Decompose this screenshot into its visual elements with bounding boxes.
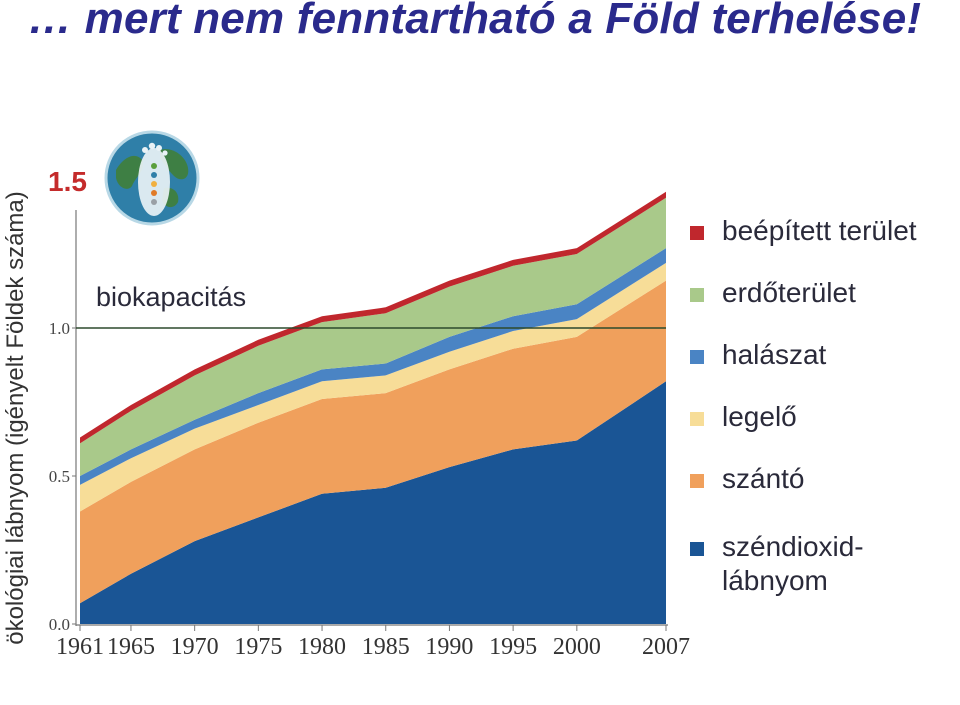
area-erdoterulet [80, 197, 666, 477]
legend-label: beépített terület [722, 215, 917, 246]
x-tick-label: 1970 [171, 634, 219, 660]
y-tick-label: 0.0 [49, 615, 70, 634]
x-tick-label: 2000 [553, 634, 601, 660]
legend-swatch [690, 474, 704, 488]
legend-label: szántó [722, 463, 805, 494]
x-tick-label: 1990 [425, 634, 473, 660]
legend-swatch [690, 226, 704, 240]
x-tick-label: 1965 [107, 634, 155, 660]
x-tick-label: 1985 [362, 634, 410, 660]
y-tick-label: 1.0 [49, 319, 70, 338]
area-legelo [80, 262, 666, 512]
legend-label: halászat [722, 339, 827, 370]
legend-item-halaszat: halászat [690, 338, 958, 372]
legend-label: legelő [722, 401, 797, 432]
legend-swatch [690, 542, 704, 556]
x-tick-label: 1961 [56, 634, 104, 660]
x-tick-label: 1980 [298, 634, 346, 660]
x-tick-label: 1995 [489, 634, 537, 660]
area-szendioxid-labnyom [80, 381, 666, 624]
legend-item-beepitett-terulet: beépített terület [690, 214, 958, 248]
x-tick-label: 1975 [234, 634, 282, 660]
legend-swatch [690, 350, 704, 364]
legend-item-erdoterulet: erdőterület [690, 276, 958, 310]
legend-label: széndioxid-lábnyom [722, 531, 864, 596]
legend-item-legelo: legelő [690, 400, 958, 434]
legend-swatch [690, 288, 704, 302]
slide-title: … mert nem fenntartható a Föld terhelése… [28, 0, 922, 43]
section-number-badge: 1.5 [48, 166, 87, 197]
legend-item-szendioxid-labnyom: széndioxid-lábnyom [690, 530, 958, 598]
area-halaszat [80, 248, 666, 485]
area-szanto [80, 280, 666, 604]
legend-label: erdőterület [722, 277, 856, 308]
biocapacity-label: biokapacitás [96, 282, 246, 312]
y-tick-label: 0.5 [49, 467, 70, 486]
legend-item-szanto: szántó [690, 462, 958, 496]
x-tick-label: 2007 [642, 634, 690, 660]
globe-footprint-icon [104, 130, 200, 226]
legend-swatch [690, 412, 704, 426]
